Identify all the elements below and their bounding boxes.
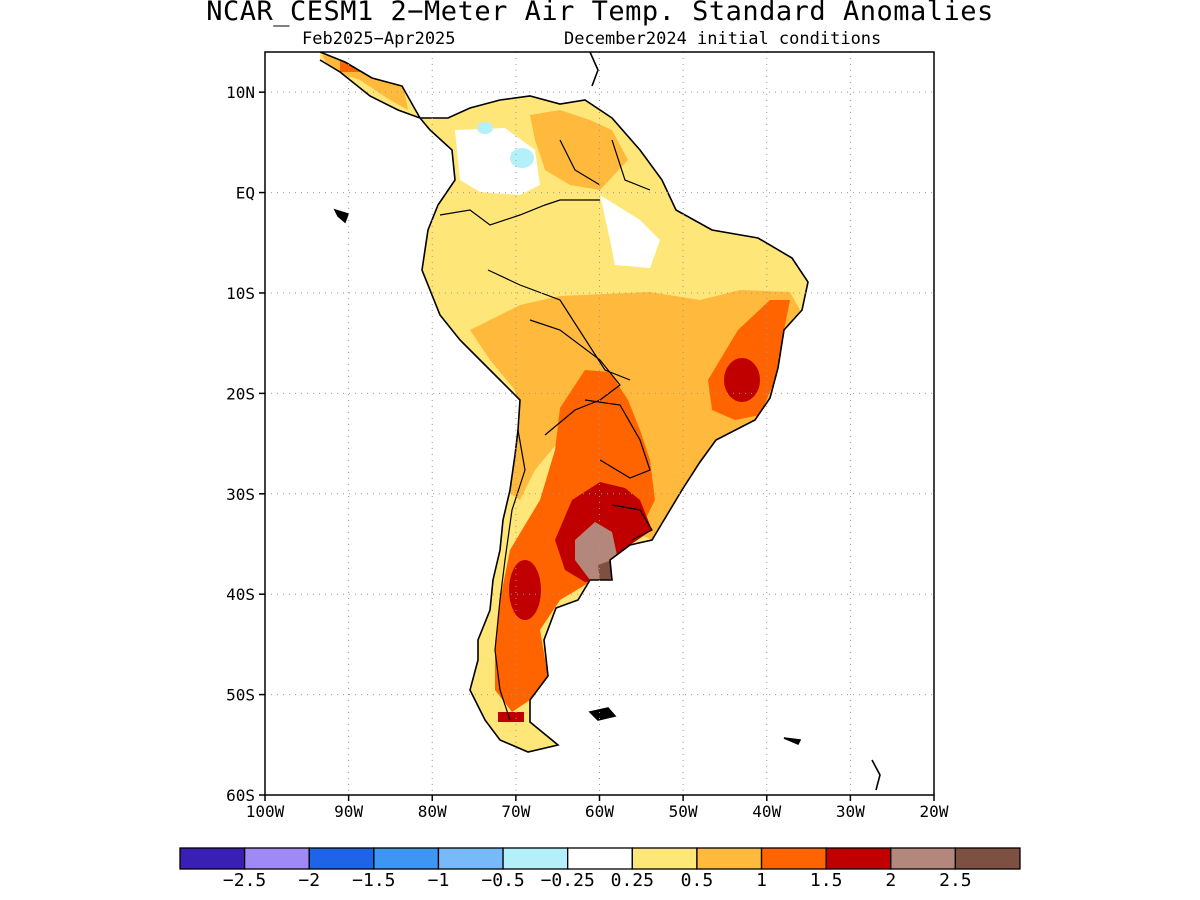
colorbar-swatch [179,847,246,870]
anomaly-region-slight-cool [510,148,534,168]
border-chile-argentina [494,429,526,721]
lat-tick-label: 10N [226,83,255,102]
lon-tick-label: 80W [418,802,447,821]
colorbar-swatch [825,847,892,870]
lon-tick-label: 20W [920,802,949,821]
colorbar: −2.5 −2 −1.5 −1 −0.5 −0.25 0.25 0.5 1 1.5 2 2.5 [179,847,1021,891]
colorbar-swatch [502,847,569,870]
colorbar-swatch [373,847,440,870]
colorbar-label: −1.5 [352,870,395,891]
colorbar-label: 0.25 [611,870,654,891]
lon-tick-label: 60W [585,802,614,821]
border-colombia-peru [439,199,600,226]
lat-tick-label: 40S [226,585,255,604]
colorbar-label: −0.5 [481,870,524,891]
colorbar-label: 1.5 [810,870,843,891]
falkland-islands [588,707,617,721]
colorbar-label: −2.5 [223,870,266,891]
lat-tick-label: 60S [226,786,255,805]
border-paraguay [584,399,651,479]
initial-conditions: December2024 initial conditions [564,29,882,49]
lon-tick-label: 100W [246,802,285,821]
lon-tick-label: 90W [334,802,363,821]
colorbar-swatch [243,847,310,870]
south-america-coastline [319,52,809,753]
colorbar-swatch [437,847,504,870]
lat-tick-label: 20S [226,384,255,403]
latitude-axis: 10N EQ 10S 20S 30S 40S 50S 60S [226,83,265,805]
colorbar-label: 0.5 [681,870,714,891]
anomaly-region-patagonia-core [509,560,541,620]
coastlines [319,52,881,791]
anomaly-region-east-brazil-core [724,358,760,402]
colorbar-swatch [631,847,698,870]
colorbar-swatch [308,847,375,870]
border-uruguay [611,504,653,541]
anomaly-region-moderate [470,290,800,540]
anomaly-region-slight-cool-2 [477,122,493,134]
anomaly-region-near-normal-north [455,128,540,195]
lat-tick-label: 10S [226,284,255,303]
colorbar-swatch [954,847,1021,870]
anomaly-region-near-normal-amazon [600,195,660,268]
border-guianas [611,139,651,191]
colorbar-label: 1 [756,870,767,891]
colorbar-label: −2 [298,870,320,891]
lon-tick-label: 70W [501,802,530,821]
south-sandwich-islands [871,759,881,791]
south-georgia [783,737,802,746]
lon-tick-label: 40W [752,802,781,821]
border-bolivia [529,319,621,436]
map-title: NCAR_CESM1 2−Meter Air Temp. Standard An… [206,0,994,27]
lon-tick-label: 30W [836,802,865,821]
lat-tick-label: EQ [236,184,255,203]
forecast-period: Feb2025−Apr2025 [302,29,456,49]
anomaly-region-tierra-del-fuego [498,712,524,722]
border-peru-brazil [487,269,631,381]
colorbar-label: −1 [428,870,450,891]
colorbar-swatch [760,847,827,870]
longitude-axis: 100W 90W 80W 70W 60W 50W 40W 30W 20W [246,795,949,821]
colorbar-label: 2 [885,870,896,891]
border-venezuela-guyana [559,139,601,186]
galapagos-islands [333,208,350,224]
colorbar-swatch [696,847,763,870]
lat-tick-label: 30S [226,485,255,504]
colorbar-swatch [567,847,633,870]
caribbean-islands [589,52,599,87]
colorbar-label: −0.25 [541,870,595,891]
lat-tick-label: 50S [226,686,255,705]
colorbar-label: 2.5 [939,870,972,891]
lon-tick-label: 50W [669,802,698,821]
anomaly-region-guianas [530,110,628,190]
colorbar-swatch [890,847,957,870]
